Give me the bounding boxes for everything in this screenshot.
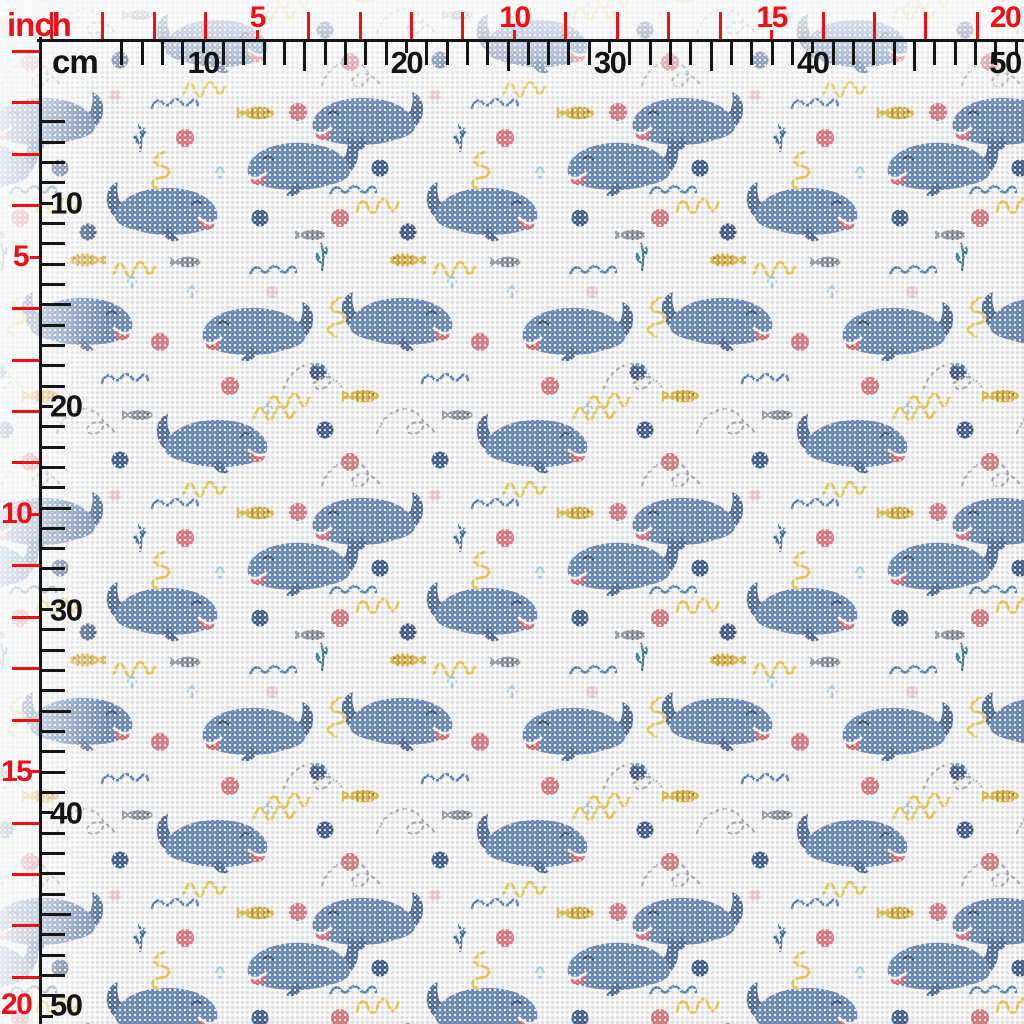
fabric-pattern xyxy=(0,0,1024,1024)
fabric-swatch-photo: inch cm 10 20 30 40 50 5 10 15 20 10 20 30 40 50 5 10 1… xyxy=(0,0,1024,1024)
